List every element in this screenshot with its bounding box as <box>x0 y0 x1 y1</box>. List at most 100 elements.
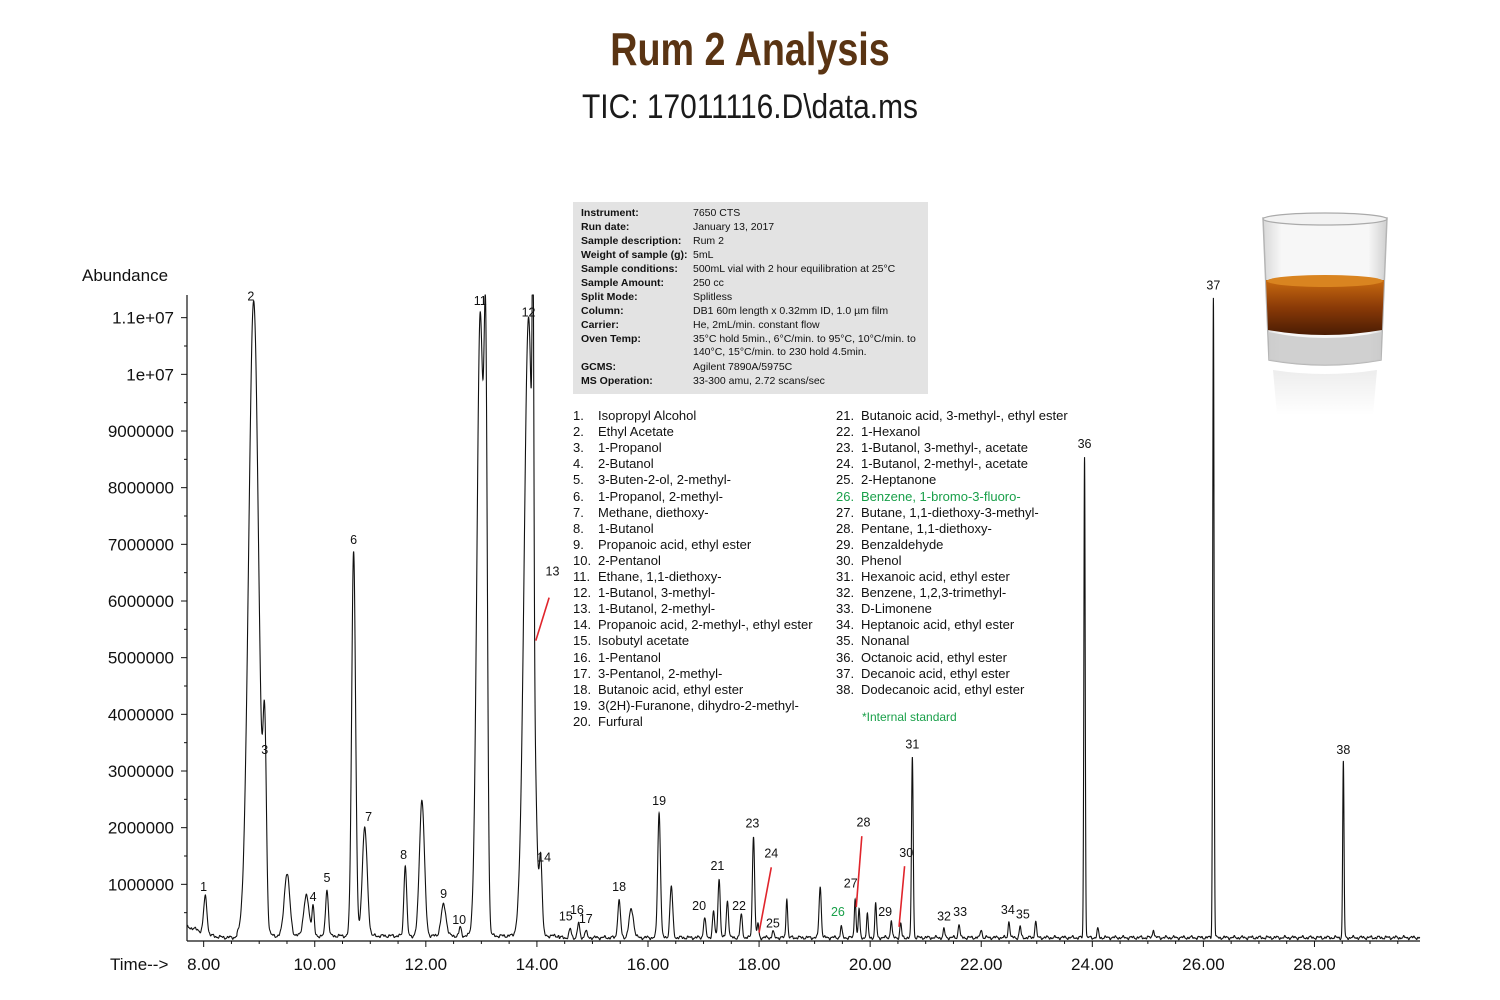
compound-name: Propanoic acid, 2-methyl-, ethyl ester <box>598 617 813 633</box>
x-tick-label: 14.00 <box>516 955 559 974</box>
compound-number: 13. <box>573 601 592 617</box>
x-tick-label: 8.00 <box>187 955 220 974</box>
compound-number: 12. <box>573 585 592 601</box>
y-tick-label: 7000000 <box>108 535 174 554</box>
peak-label: 15 <box>559 910 573 924</box>
compound-name: Benzene, 1,2,3-trimethyl- <box>861 585 1007 601</box>
info-label: Sample conditions: <box>581 263 678 275</box>
rum-glass-image <box>1262 212 1388 415</box>
compound-number: 18. <box>573 681 592 697</box>
compound-name: 1-Butanol, 3-methyl- <box>598 585 716 601</box>
x-tick-label: 28.00 <box>1293 955 1336 974</box>
info-label: Oven Temp: <box>581 333 641 345</box>
compound-number: 19. <box>573 697 592 713</box>
peak-pointer-line <box>758 867 773 933</box>
compound-number: 31. <box>836 569 855 584</box>
compound-name: 1-Butanol, 2-methyl-, acetate <box>861 456 1028 472</box>
info-label: Weight of sample (g): <box>581 249 688 261</box>
y-tick-label: 1e+07 <box>126 365 174 384</box>
compound-number: 1. <box>573 408 584 423</box>
info-value: 5mL <box>693 249 714 261</box>
x-tick-label: 20.00 <box>849 955 892 974</box>
info-label: GCMS: <box>581 361 616 373</box>
compound-name: Ethane, 1,1-diethoxy- <box>598 569 722 584</box>
peak-label: 1 <box>200 880 207 894</box>
compound-list-right: 21. Butanoic acid, 3-methyl-, ethyl ester… <box>836 408 1096 708</box>
compound-number: 30. <box>836 552 855 568</box>
y-tick-label: 1.1e+07 <box>112 309 174 328</box>
compound-name: Dodecanoic acid, ethyl ester <box>861 681 1025 697</box>
x-axis-title: Time--> <box>110 955 168 974</box>
compound-number: 10. <box>573 552 592 568</box>
compound-number: 6. <box>573 488 584 504</box>
info-value: Agilent 7890A/5975C <box>693 361 793 373</box>
y-tick-label: 4000000 <box>108 705 174 724</box>
peak-label: 6 <box>350 533 357 547</box>
compound-number: 24. <box>836 456 855 472</box>
peak-label: 10 <box>452 913 466 927</box>
compound-name: Nonanal <box>861 633 910 649</box>
info-value: January 13, 2017 <box>693 221 775 233</box>
info-label: Sample description: <box>581 235 682 247</box>
compound-name: 1-Pentanol <box>598 649 661 665</box>
compound-number: 38. <box>836 681 855 697</box>
peak-label: 24 <box>764 847 778 861</box>
y-axis-title: Abundance <box>82 266 168 285</box>
compound-number: 27. <box>836 504 855 520</box>
info-value: Splitless <box>693 291 733 303</box>
compound-number: 35. <box>836 633 855 649</box>
compound-number: 14. <box>573 617 592 633</box>
info-value: 7650 CTS <box>693 207 741 219</box>
y-tick-label: 5000000 <box>108 649 174 668</box>
compound-number: 9. <box>573 536 584 552</box>
internal-standard-note: *Internal standard <box>862 710 957 724</box>
compound-name: 3-Pentanol, 2-methyl- <box>598 665 723 681</box>
info-label: Instrument: <box>581 207 639 219</box>
compound-number: 33. <box>836 601 855 617</box>
x-tick-label: 10.00 <box>293 955 336 974</box>
compound-name: Ethyl Acetate <box>598 424 674 440</box>
compound-number: 37. <box>836 665 855 681</box>
peak-label: 30 <box>899 846 913 860</box>
compound-name: 1-Butanol <box>598 520 654 536</box>
peak-label: 23 <box>745 817 759 831</box>
compound-name: Furfural <box>598 713 643 729</box>
peak-label: 3 <box>261 743 268 757</box>
peak-label: 26 <box>831 905 845 919</box>
peak-label: 28 <box>857 816 871 830</box>
y-tick-label: 3000000 <box>108 762 174 781</box>
compound-number: 28. <box>836 520 855 536</box>
y-tick-label: 1000000 <box>108 875 174 894</box>
y-tick-label: 6000000 <box>108 592 174 611</box>
peak-label: 25 <box>766 916 780 930</box>
x-tick-label: 16.00 <box>627 955 670 974</box>
peak-label: 13 <box>546 565 560 579</box>
peak-label: 21 <box>710 859 724 873</box>
compound-name: Hexanoic acid, ethyl ester <box>861 569 1010 584</box>
compound-name: Benzaldehyde <box>861 536 944 552</box>
info-label: Sample Amount: <box>581 277 665 289</box>
compound-number: 15. <box>573 633 592 649</box>
x-tick-label: 22.00 <box>960 955 1003 974</box>
x-tick-label: 26.00 <box>1182 955 1225 974</box>
compound-name: Propanoic acid, ethyl ester <box>598 536 752 552</box>
info-value: He, 2mL/min. constant flow <box>693 319 820 331</box>
peak-label: 31 <box>905 737 919 751</box>
info-label: Split Mode: <box>581 291 638 303</box>
peak-label: 29 <box>878 905 892 919</box>
peak-label: 33 <box>953 905 967 919</box>
peak-label: 35 <box>1016 907 1030 921</box>
peak-label: 19 <box>652 794 666 808</box>
info-value: 500mL vial with 2 hour equilibration at … <box>693 263 896 275</box>
compound-name: Isopropyl Alcohol <box>598 408 697 423</box>
peak-label: 7 <box>365 810 372 824</box>
compound-number: 21. <box>836 408 855 423</box>
y-tick-label: 9000000 <box>108 422 174 441</box>
x-tick-label: 12.00 <box>405 955 448 974</box>
compound-number: 26. <box>836 488 855 504</box>
chart-title: Rum 2 Analysis <box>610 23 890 75</box>
compound-name: Butanoic acid, 3-methyl-, ethyl ester <box>861 408 1068 423</box>
peak-label: 11 <box>474 294 487 308</box>
info-value: 33-300 amu, 2.72 scans/sec <box>693 375 825 387</box>
peak-pointer-line <box>535 597 550 641</box>
